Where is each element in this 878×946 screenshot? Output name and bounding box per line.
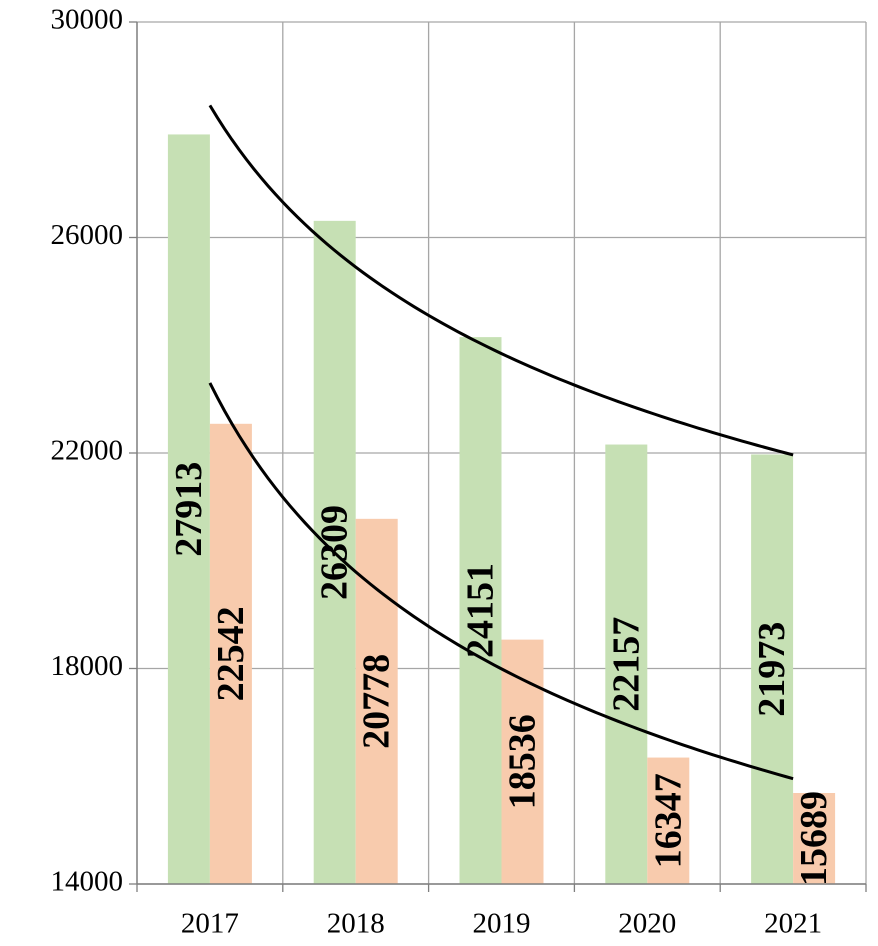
y-tick-label: 26000 bbox=[51, 219, 124, 251]
bar-s2-2020 bbox=[647, 757, 690, 884]
data-labels: 27913 22542 26309 20778 24151 18536 22157 16347… bbox=[168, 462, 835, 886]
data-label-s2-2017: 22542 bbox=[210, 606, 252, 701]
bar-s1-2021 bbox=[751, 454, 794, 884]
data-label-s1-2021: 21973 bbox=[751, 622, 793, 717]
bar-s1-2020 bbox=[605, 444, 648, 884]
data-label-s2-2021: 15689 bbox=[793, 791, 835, 886]
data-label-s1-2020: 22157 bbox=[605, 617, 647, 712]
x-tick-label: 2017 bbox=[181, 908, 239, 940]
x-tick-label: 2020 bbox=[618, 908, 676, 940]
trendline-1 bbox=[208, 104, 794, 457]
grid-lines bbox=[137, 21, 867, 885]
bar-s1-2019 bbox=[459, 337, 502, 884]
bar-s1-2017 bbox=[167, 134, 210, 884]
trend-lines bbox=[208, 104, 794, 781]
y-tick-label: 30000 bbox=[51, 4, 124, 36]
data-label-s2-2018: 20778 bbox=[356, 654, 398, 749]
y-tick-label: 22000 bbox=[51, 435, 124, 467]
bar-s2-2021 bbox=[793, 793, 836, 884]
data-label-s1-2019: 24151 bbox=[460, 563, 502, 658]
data-label-s1-2018: 26309 bbox=[314, 505, 356, 600]
data-label-s1-2017: 27913 bbox=[168, 462, 210, 557]
y-tick-label: 18000 bbox=[51, 650, 124, 682]
x-tick-label: 2021 bbox=[764, 908, 822, 940]
x-tick-label: 2019 bbox=[473, 908, 531, 940]
data-label-s2-2019: 18536 bbox=[502, 714, 544, 809]
y-tick-label: 14000 bbox=[51, 866, 124, 898]
x-tick-label: 2018 bbox=[327, 908, 385, 940]
trendline-2 bbox=[208, 382, 794, 781]
data-label-s2-2020: 16347 bbox=[647, 773, 689, 868]
bar-s2-2017 bbox=[209, 423, 252, 884]
axes: 14000 18000 22000 26000 30000 2017 2018 2019 202… bbox=[51, 4, 867, 940]
